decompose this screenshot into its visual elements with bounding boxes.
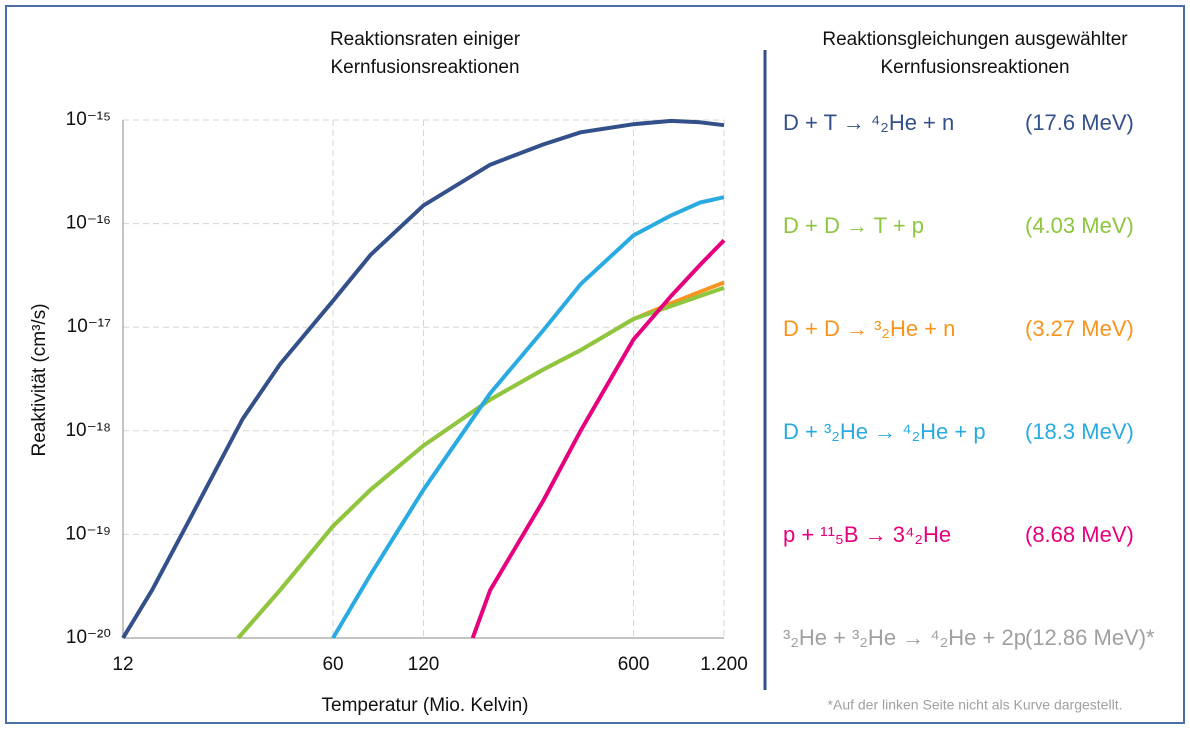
reaction-equation: D + D → T + p: [783, 213, 924, 238]
reaction-energy: (8.68 MeV): [1025, 522, 1134, 547]
series-line: [236, 280, 725, 640]
reaction-energy: (18.3 MeV): [1025, 419, 1134, 444]
reaction-energy: (3.27 MeV): [1025, 316, 1134, 341]
y-axis-label: Reaktivität (cm³/s): [29, 303, 50, 456]
panel-title: Kernfusionsreaktionen: [880, 57, 1069, 78]
reaction-equation: D + D → ³₂He + n: [783, 316, 955, 341]
x-tick-label: 600: [618, 654, 650, 675]
y-tick-label: 10⁻¹⁹: [65, 523, 111, 544]
y-tick-label: 10⁻¹⁵: [66, 109, 111, 130]
reaction-energy: (4.03 MeV): [1025, 213, 1134, 238]
chart-title: Kernfusionsreaktionen: [330, 57, 519, 78]
y-tick-label: 10⁻¹⁶: [66, 213, 111, 234]
series-line: [331, 195, 725, 640]
frame: [5, 5, 1185, 724]
series-line: [470, 238, 726, 639]
reaction-equation: ³₂He + ³₂He → ⁴₂He + 2p: [783, 625, 1026, 650]
x-tick-label: 12: [112, 654, 133, 675]
chart-title: Reaktionsraten einiger: [330, 29, 521, 50]
y-tick-label: 10⁻²⁰: [66, 627, 111, 648]
footnote: *Auf der linken Seite nicht als Kurve da…: [828, 697, 1123, 713]
reaction-energy: (12.86 MeV)*: [1025, 625, 1155, 650]
panel-title: Reaktionsgleichungen ausgewählter: [822, 29, 1128, 50]
series-line: [236, 285, 725, 640]
x-axis-label: Temperatur (Mio. Kelvin): [322, 695, 529, 716]
reaction-equation: p + ¹¹₅B → 3⁴₂He: [783, 522, 951, 547]
y-tick-label: 10⁻¹⁷: [67, 316, 111, 337]
reaction-equation: D + T → ⁴₂He + n: [783, 110, 954, 135]
x-tick-label: 120: [408, 654, 440, 675]
y-tick-label: 10⁻¹⁸: [65, 420, 111, 441]
x-tick-label: 1.200: [700, 654, 748, 675]
reaction-equation: D + ³₂He → ⁴₂He + p: [783, 419, 986, 444]
series-line: [121, 118, 725, 640]
reaction-energy: (17.6 MeV): [1025, 110, 1134, 135]
x-tick-label: 60: [322, 654, 343, 675]
